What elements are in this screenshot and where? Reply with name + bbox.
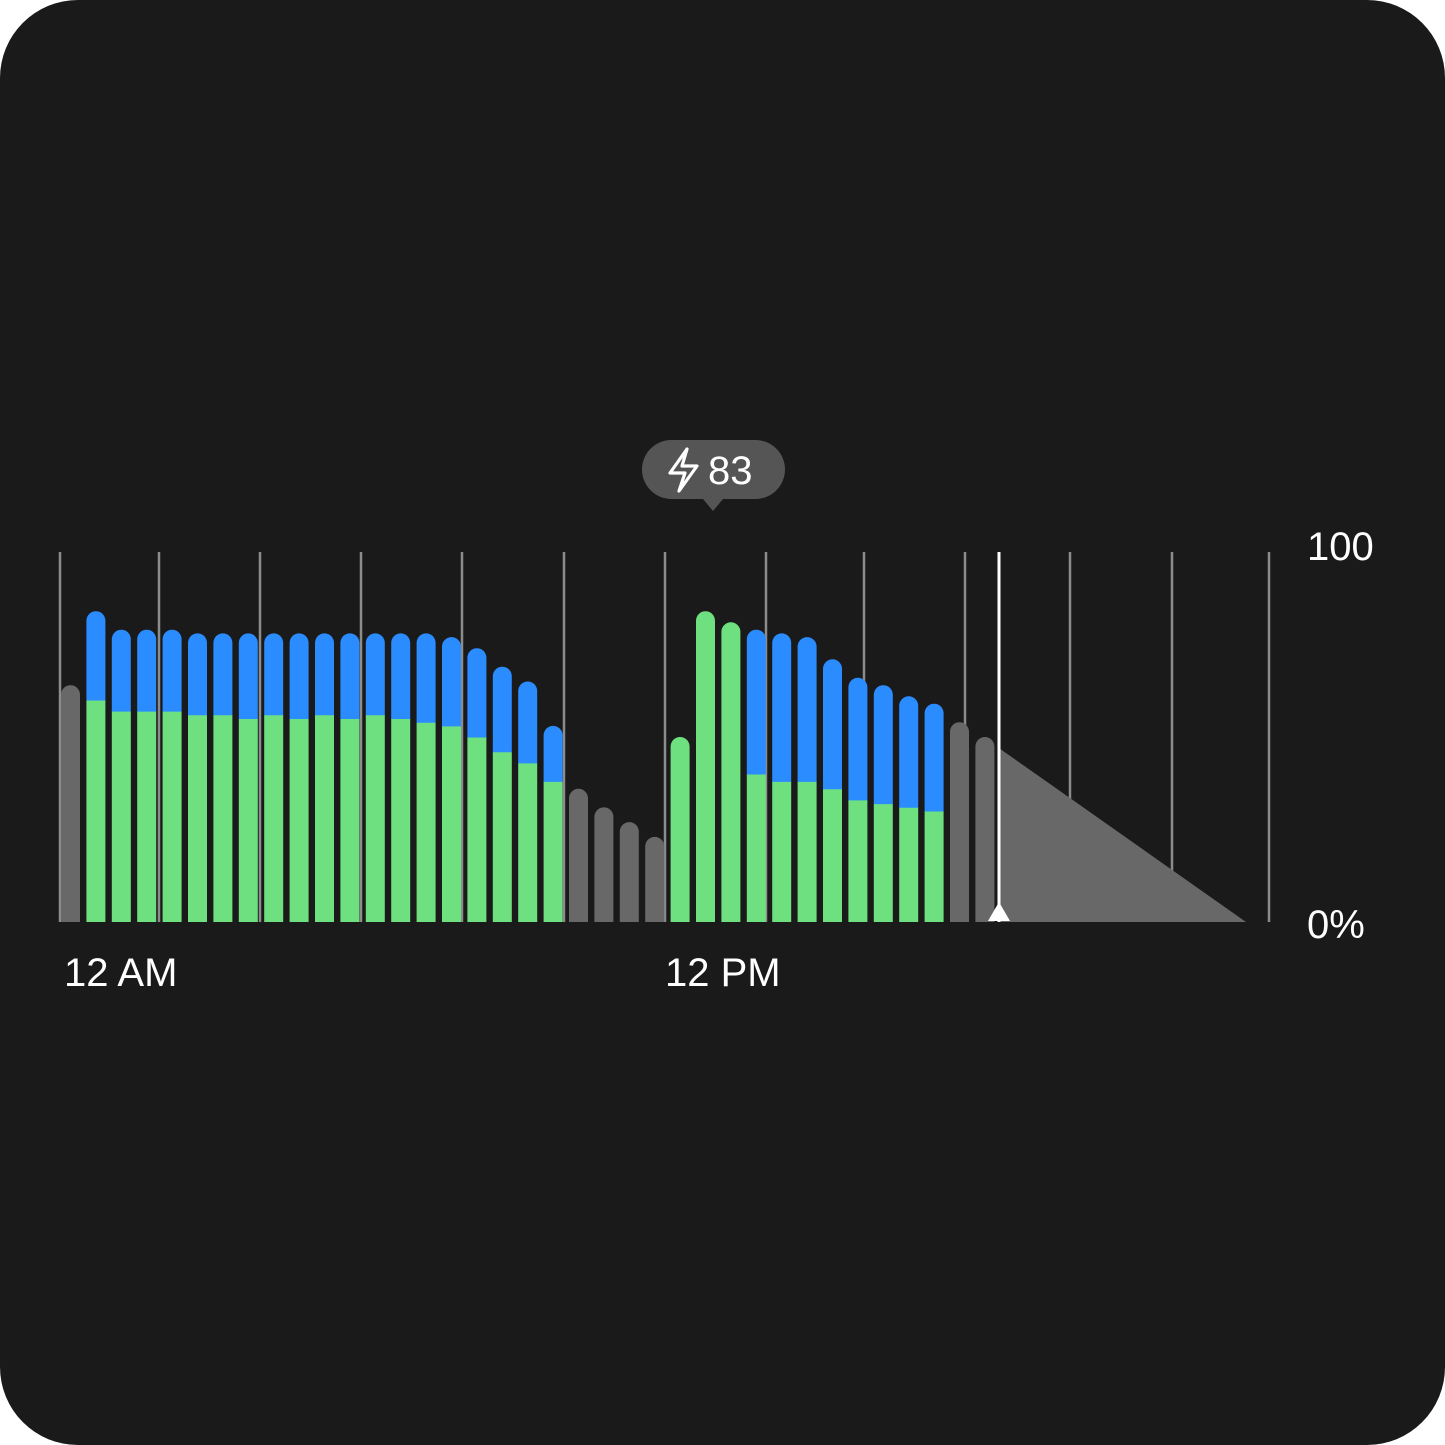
bar-usage-segment [467, 648, 487, 738]
bar-charging-segment [188, 714, 207, 922]
lightning-bolt-icon [668, 447, 699, 493]
bar-charging-segment [467, 737, 487, 922]
bar-usage-segment [238, 633, 258, 719]
bar-usage-segment [442, 637, 461, 727]
bar-idle [975, 737, 995, 922]
bar-charging-segment [543, 781, 563, 922]
bar-usage-segment [111, 629, 131, 712]
bar-usage-segment [518, 681, 538, 764]
bar-usage-segment [492, 666, 512, 753]
bar-usage-segment [924, 703, 944, 812]
bar-idle [594, 807, 614, 922]
bar-usage-segment [416, 633, 436, 723]
badge-pointer [703, 499, 723, 511]
bars [61, 611, 995, 922]
bar-charging-segment [492, 751, 512, 922]
bar-usage-segment [823, 659, 842, 790]
bar-charging-segment [721, 622, 741, 922]
bar-charging-segment [899, 807, 919, 922]
bar-usage-segment [365, 633, 385, 716]
bar-charging-segment [797, 781, 817, 922]
bar-charging-segment [670, 737, 690, 922]
bar-usage-segment [873, 685, 893, 805]
bar-charging-segment [772, 781, 792, 922]
bar-idle [619, 822, 639, 922]
y-tick-label-max: 100 [1307, 525, 1374, 569]
bar-usage-segment [746, 629, 766, 775]
bar-charging-segment [137, 711, 157, 922]
x-tick-label-12pm: 12 PM [665, 951, 781, 995]
badge-value: 83 [708, 449, 753, 493]
bar-charging-segment [746, 774, 766, 922]
bar-usage-segment [289, 633, 309, 719]
bar-charging-segment [111, 711, 131, 922]
current-level-badge: 83 [642, 440, 785, 511]
bar-charging-segment [416, 722, 436, 922]
projection [988, 552, 1246, 922]
bar-usage-segment [315, 633, 334, 716]
y-tick-label-min: 0% [1307, 903, 1365, 947]
bar-usage-segment [162, 629, 182, 712]
bar-charging-segment [873, 803, 893, 922]
projected-drain-area [999, 748, 1246, 922]
badge-background [642, 440, 785, 499]
bar-usage-segment [543, 725, 563, 782]
bar-charging-segment [391, 718, 411, 922]
bar-idle [950, 722, 969, 922]
bar-charging-segment [340, 718, 360, 922]
bar-usage-segment [137, 629, 157, 712]
bar-charging-segment [924, 811, 944, 922]
bar-charging-segment [86, 700, 106, 922]
bar-usage-segment [391, 633, 411, 719]
bar-charging-segment [848, 799, 868, 922]
bar-usage-segment [848, 677, 868, 801]
bar-usage-segment [264, 633, 284, 716]
bar-charging-segment [213, 714, 233, 922]
bar-usage-segment [899, 696, 919, 808]
bar-charging-segment [518, 762, 538, 922]
bar-usage-segment [188, 633, 207, 716]
bar-charging-segment [442, 725, 461, 922]
bar-idle [61, 685, 80, 922]
bar-usage-segment [797, 637, 817, 782]
bar-usage-segment [213, 633, 233, 716]
bar-charging-segment [315, 714, 334, 922]
bar-idle [569, 788, 588, 922]
bar-usage-segment [772, 633, 792, 782]
bar-usage-segment [86, 611, 106, 701]
bar-charging-segment [365, 714, 385, 922]
x-tick-label-12am: 12 AM [64, 951, 177, 995]
bar-idle [645, 836, 665, 922]
bar-usage-segment [340, 633, 360, 719]
bar-charging-segment [823, 788, 842, 922]
bar-charging-segment [696, 611, 715, 922]
bar-charging-segment [289, 718, 309, 922]
bar-charging-segment [264, 714, 284, 922]
current-time-marker-icon [988, 902, 1010, 921]
bar-charging-segment [162, 711, 182, 922]
bar-charging-segment [238, 718, 258, 922]
